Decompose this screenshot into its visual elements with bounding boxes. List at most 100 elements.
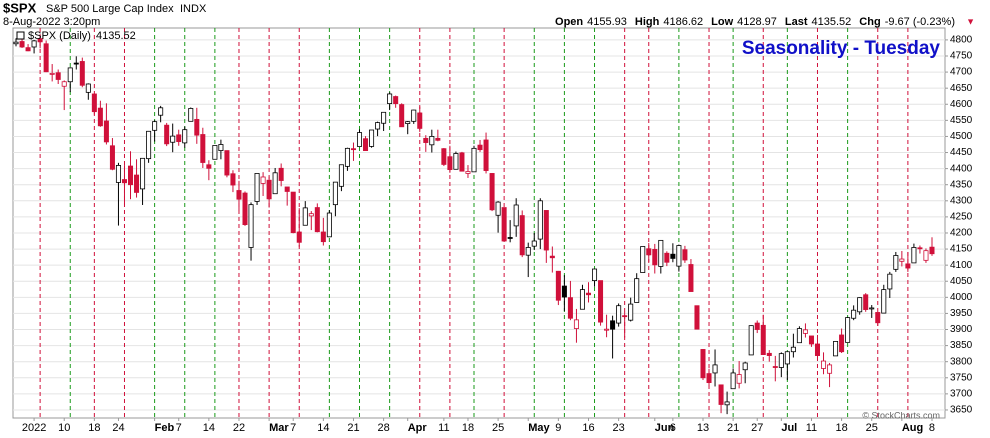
candle-body	[519, 215, 525, 256]
candle-body	[272, 172, 278, 195]
candle-body	[893, 255, 899, 270]
candle-body	[851, 309, 857, 319]
candle-body	[19, 41, 25, 48]
candle-body	[302, 207, 308, 226]
candle-body	[441, 148, 447, 165]
x-tick-label: 2022	[22, 422, 46, 434]
symbol: $SPX	[3, 0, 37, 15]
candle-body	[356, 132, 363, 147]
candle-body	[802, 329, 808, 334]
candle-body	[489, 173, 495, 211]
candle-body	[73, 62, 79, 65]
candle-body	[573, 319, 579, 329]
copyright: © StockCharts.com	[862, 410, 940, 420]
x-tick-label: 28	[377, 422, 389, 434]
candle-body	[236, 190, 242, 200]
quote-last-label: Last	[785, 16, 808, 28]
candle-body	[796, 328, 802, 344]
candle-body	[344, 147, 350, 167]
candle-body	[652, 248, 658, 266]
candle-body	[97, 107, 103, 127]
candle-body	[411, 109, 417, 122]
y-tick-label: 3900	[950, 324, 973, 335]
legend-label: $SPX (Daily)	[28, 30, 91, 42]
candle-body	[290, 191, 296, 234]
candle-body	[176, 134, 182, 142]
candle-body	[778, 353, 784, 368]
x-tick-label: 25	[866, 422, 878, 434]
candle-body	[218, 144, 224, 151]
quote-high-label: High	[635, 16, 660, 28]
candle-body	[200, 134, 206, 163]
candle-body	[760, 324, 766, 356]
candle-body	[369, 129, 375, 147]
candle-body	[453, 153, 459, 170]
candle-body	[646, 248, 652, 256]
candle-body	[911, 247, 917, 264]
y-tick-label: 3650	[950, 405, 973, 416]
y-tick-label: 3950	[950, 308, 973, 319]
x-tick-label: 8	[929, 422, 935, 434]
candle-body	[814, 343, 820, 356]
candle-body	[790, 346, 796, 353]
candle-body	[91, 93, 97, 113]
candle-body	[429, 136, 435, 146]
x-tick-label: 23	[613, 422, 625, 434]
candle-body	[772, 366, 778, 368]
quote-chg-label: Chg	[859, 16, 880, 28]
candle-body	[242, 192, 248, 226]
y-tick-label: 4500	[950, 131, 973, 142]
candle-body	[887, 273, 893, 290]
candle-body	[182, 129, 188, 144]
x-tick-label: 24	[112, 422, 124, 434]
candle-body	[827, 364, 833, 374]
quote-low: 4128.97	[737, 16, 777, 28]
candle-body	[640, 246, 646, 273]
candle-body	[254, 173, 260, 202]
down-arrow: ▼	[966, 16, 975, 26]
x-tick-label: 7	[290, 422, 296, 434]
y-tick-label: 3750	[950, 372, 973, 383]
y-tick-label: 4000	[950, 292, 973, 303]
candle-body	[37, 38, 43, 43]
candle-body	[501, 207, 507, 242]
candle-body	[634, 278, 640, 303]
candle-body	[905, 263, 911, 269]
candle-body	[25, 47, 31, 52]
candle-body	[688, 264, 694, 292]
candle-body	[579, 289, 585, 310]
candle-body	[676, 245, 682, 267]
x-tick-label: 21	[727, 422, 739, 434]
candle-body	[869, 307, 875, 310]
candle-body	[742, 362, 748, 371]
candle-body	[447, 156, 453, 170]
candle-body	[875, 312, 881, 324]
chart-title: Seasonality - Tuesday	[742, 38, 941, 59]
candle-body	[513, 204, 519, 227]
candle-body	[326, 212, 332, 238]
legend-value: 4135.52	[96, 30, 136, 42]
candle-body	[543, 210, 549, 251]
quote-open: 4155.93	[587, 16, 627, 28]
x-tick-label: 14	[317, 422, 329, 434]
candle-body	[881, 289, 887, 314]
candle-body	[115, 165, 121, 183]
candle-body	[31, 40, 37, 48]
y-tick-label: 4050	[950, 276, 973, 287]
candle-body	[435, 137, 441, 141]
candle-body	[899, 258, 905, 262]
x-tick-label: 27	[751, 422, 763, 434]
candle-body	[465, 171, 471, 174]
candle-body	[194, 118, 200, 136]
candle-body	[393, 96, 399, 105]
candle-body	[549, 255, 555, 259]
plot-frame	[12, 27, 946, 419]
candle-body	[103, 120, 109, 143]
candle-body	[55, 72, 61, 80]
quote-high: 4186.62	[663, 16, 703, 28]
candle-body	[531, 240, 537, 247]
index-name: S&P 500 Large Cap Index	[46, 3, 174, 15]
candle-body	[736, 374, 742, 384]
candle-body	[332, 181, 338, 206]
quote-low-label: Low	[711, 16, 733, 28]
